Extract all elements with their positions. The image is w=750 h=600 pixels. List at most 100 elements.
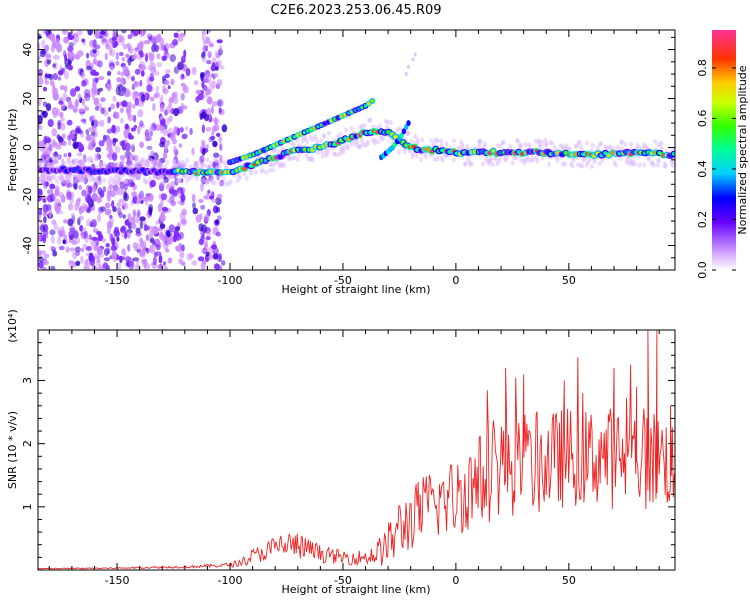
y-tick-label: 2 (21, 440, 34, 447)
noise-point (217, 59, 222, 67)
noise-point (85, 218, 91, 227)
ridge-core (672, 151, 675, 156)
noise-point (182, 188, 186, 194)
ridge-halo (516, 138, 521, 144)
noise-point (97, 213, 101, 223)
noise-point (168, 115, 173, 123)
ridge-halo (80, 178, 84, 183)
noise-point (149, 179, 156, 188)
noise-point (46, 204, 52, 211)
ridge-halo (573, 143, 578, 149)
noise-point (107, 79, 111, 85)
noise-point (200, 204, 206, 210)
noise-point (164, 265, 168, 270)
noise-point (218, 253, 222, 262)
noise-point (61, 133, 67, 140)
noise-point (122, 65, 128, 74)
noise-point (67, 134, 72, 141)
noise-point (40, 224, 46, 233)
noise-point (94, 245, 99, 251)
noise-point (137, 109, 144, 118)
noise-point (103, 257, 110, 262)
noise-point (220, 260, 226, 266)
noise-point (117, 207, 122, 216)
spectrogram-marks (38, 30, 675, 270)
ridge-halo (405, 131, 410, 137)
noise-point (146, 84, 153, 93)
noise-point (219, 143, 223, 151)
noise-point (201, 147, 206, 156)
noise-point (92, 58, 97, 65)
ridge-halo (597, 161, 602, 166)
noise-point (180, 93, 185, 101)
noise-point (155, 220, 159, 225)
ridge-halo (121, 159, 126, 165)
noise-point (66, 191, 72, 201)
noise-point (88, 141, 93, 149)
ridge-halo (217, 180, 222, 186)
noise-point (100, 107, 105, 115)
ridge-halo (45, 156, 50, 162)
noise-point (163, 266, 168, 270)
noise-point (133, 114, 137, 123)
noise-point (76, 152, 83, 157)
noise-point (145, 234, 150, 241)
ridge-halo (373, 137, 378, 143)
noise-point (112, 138, 119, 143)
noise-point (106, 70, 112, 76)
noise-point (197, 256, 205, 262)
noise-point (205, 251, 210, 257)
ridge-halo (197, 159, 202, 165)
ridge-halo (172, 159, 177, 165)
x-tick-label: -150 (105, 274, 130, 287)
noise-point (148, 206, 153, 216)
noise-point (91, 134, 95, 143)
noise-point (43, 253, 50, 259)
noise-point (124, 142, 131, 152)
ridge-halo (354, 142, 358, 148)
snr-xlabel: Height of straight line (km) (281, 583, 430, 596)
x-tick-label: 0 (452, 274, 459, 287)
noise-point (38, 234, 42, 242)
ridge-halo (221, 181, 226, 186)
ridge-halo (359, 137, 364, 143)
ridge-halo (60, 175, 65, 181)
noise-point (106, 128, 113, 134)
ridge-halo (543, 137, 548, 143)
noise-point (118, 256, 126, 261)
noise-point (63, 85, 68, 93)
noise-point (181, 133, 188, 140)
ridge-halo (563, 161, 567, 167)
noise-point (110, 245, 118, 252)
ridge-halo (416, 140, 420, 146)
ridge-halo (376, 139, 381, 145)
colorbar-gradient (712, 30, 736, 270)
noise-point (205, 144, 209, 149)
noise-point (166, 232, 173, 237)
noise-point (208, 43, 214, 48)
noise-point (51, 235, 55, 244)
noise-point (78, 143, 84, 153)
ridge-halo (242, 171, 247, 177)
noise-point (132, 30, 139, 37)
noise-point (173, 32, 179, 38)
noise-point (211, 80, 216, 89)
ridge-halo (188, 164, 193, 170)
ridge-halo (290, 155, 295, 161)
noise-point (139, 64, 146, 71)
noise-point (159, 126, 166, 131)
ridge-halo (185, 157, 190, 163)
noise-point (44, 73, 52, 79)
noise-point (43, 216, 47, 224)
noise-point (90, 131, 96, 137)
noise-point (45, 53, 52, 59)
noise-point (117, 261, 122, 270)
noise-point (51, 128, 58, 137)
noise-point (102, 186, 107, 193)
noise-point (198, 199, 204, 203)
noise-point (47, 34, 54, 40)
noise-point (117, 70, 121, 76)
noise-point (211, 101, 218, 107)
noise-point (120, 76, 125, 82)
